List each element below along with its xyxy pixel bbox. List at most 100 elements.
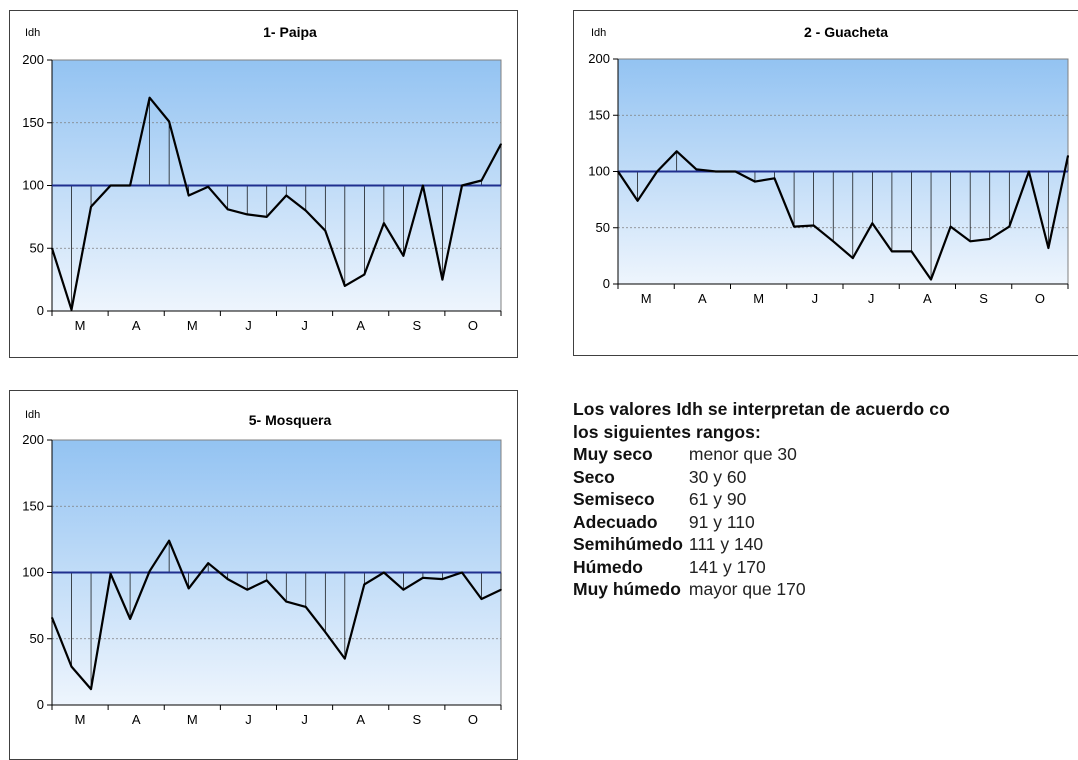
- x-tick-label: J: [245, 318, 252, 333]
- y-tick-label: 0: [37, 303, 44, 318]
- data-point: [148, 570, 151, 572]
- y-axis-label: Idh: [25, 409, 41, 421]
- data-point: [324, 229, 327, 232]
- range-value: menor que 30: [688, 444, 797, 464]
- chart-panel-mosquera: Idh 5- Mosquera 0 50 100 150 200 M A M J J A S O: [9, 390, 518, 760]
- data-point: [734, 170, 737, 173]
- data-point: [265, 216, 268, 218]
- x-tick-label: M: [641, 291, 652, 306]
- chart-panel-guacheta: Idh 2 - Guacheta 0 50 100 150 200 M A M J J A S O: [573, 10, 1078, 356]
- data-point: [949, 225, 952, 228]
- x-tick-label: A: [132, 712, 141, 727]
- data-series-line: [50, 539, 502, 691]
- data-point: [832, 240, 835, 243]
- ranges-table: Muy seco menor que 30 Seco 30 y 60 Semiseco 6…: [573, 443, 806, 601]
- chart-title: 5- Mosquera: [248, 412, 332, 428]
- y-axis-label: Idh: [25, 27, 41, 39]
- x-tick-label: A: [356, 712, 365, 727]
- data-series-line: [617, 150, 1070, 281]
- data-point: [246, 588, 249, 591]
- range-category: Seco: [573, 466, 615, 487]
- data-series-line: [50, 96, 502, 311]
- data-point: [1067, 154, 1069, 157]
- data-point: [910, 250, 913, 253]
- data-point: [500, 143, 502, 145]
- data-point: [988, 238, 991, 240]
- x-tick-label: A: [132, 318, 141, 333]
- data-point: [148, 96, 151, 99]
- y-tick-label: 200: [588, 51, 610, 66]
- y-tick-label: 200: [22, 52, 44, 67]
- data-point: [226, 578, 229, 580]
- y-tick-label: 0: [37, 697, 44, 712]
- data-point: [168, 120, 170, 123]
- data-point: [441, 578, 444, 580]
- range-row: Semihúmedo 111 y 140: [573, 533, 806, 556]
- y-tick-label: 50: [596, 220, 610, 235]
- range-category: Húmedo: [573, 556, 643, 577]
- y-tick-label: 0: [603, 276, 610, 291]
- data-point: [363, 583, 366, 586]
- data-point: [754, 180, 756, 183]
- y-axis-label: Idh: [591, 27, 607, 39]
- x-tick-label: J: [812, 291, 819, 306]
- y-tick-label: 100: [588, 164, 610, 179]
- data-point: [851, 257, 854, 259]
- range-value: 61 y 90: [688, 489, 747, 509]
- data-point: [90, 688, 92, 690]
- data-point: [441, 278, 444, 281]
- data-point: [715, 170, 717, 173]
- data-point: [422, 184, 424, 187]
- x-tick-label: A: [698, 291, 707, 306]
- data-point: [461, 184, 463, 187]
- range-category: Semiseco: [573, 489, 655, 509]
- x-tick-label: M: [187, 318, 198, 333]
- data-point: [402, 254, 405, 257]
- x-tick-label: O: [468, 712, 478, 727]
- range-value: mayor que 170: [688, 579, 806, 599]
- data-point: [187, 587, 190, 590]
- y-tick-label: 50: [30, 631, 44, 646]
- y-tick-label: 150: [588, 107, 610, 122]
- y-tick-label: 100: [22, 178, 44, 193]
- data-point: [51, 616, 53, 619]
- data-point: [90, 206, 92, 208]
- chart-title: 1- Paipa: [263, 24, 317, 40]
- range-row: Seco 30 y 60: [573, 466, 806, 489]
- data-point: [344, 285, 346, 287]
- chart-plot-paipa: 0 50 100 150 200 M A M J J A S O: [22, 52, 502, 333]
- data-point: [129, 184, 131, 187]
- x-tick-label: S: [412, 712, 421, 727]
- range-category: Muy seco: [573, 444, 653, 464]
- data-point: [109, 573, 112, 575]
- data-point: [656, 170, 658, 173]
- data-point: [480, 179, 483, 182]
- y-tick-label: 100: [22, 565, 44, 580]
- data-point: [285, 194, 288, 197]
- range-category: Muy húmedo: [573, 579, 681, 599]
- y-tick-label: 150: [22, 115, 44, 130]
- data-point: [480, 598, 483, 600]
- data-point: [383, 571, 385, 574]
- data-point: [324, 631, 327, 633]
- y-tick-label: 200: [22, 432, 44, 447]
- data-point: [285, 600, 288, 603]
- x-tick-label: M: [75, 712, 86, 727]
- x-tick-label: A: [923, 291, 932, 306]
- data-point: [265, 579, 268, 582]
- range-row: Húmedo 141 y 170: [573, 556, 806, 579]
- data-point: [207, 562, 209, 565]
- x-tick-label: J: [301, 318, 308, 333]
- data-point: [617, 170, 619, 173]
- chart-panel-paipa: Idh 1- Paipa 0 50 100 150 200 M A M J J A S O: [9, 10, 518, 358]
- data-point: [773, 177, 776, 180]
- data-point: [695, 168, 698, 171]
- range-value: 30 y 60: [688, 466, 747, 487]
- x-tick-label: O: [468, 318, 478, 333]
- y-tick-label: 150: [22, 498, 44, 513]
- x-tick-label: A: [356, 318, 365, 333]
- data-point: [675, 150, 678, 153]
- legend-intro: Los valores Idh se interpretan de acuerd…: [573, 399, 950, 442]
- range-value: 91 y 110: [688, 511, 755, 532]
- data-point: [226, 208, 229, 211]
